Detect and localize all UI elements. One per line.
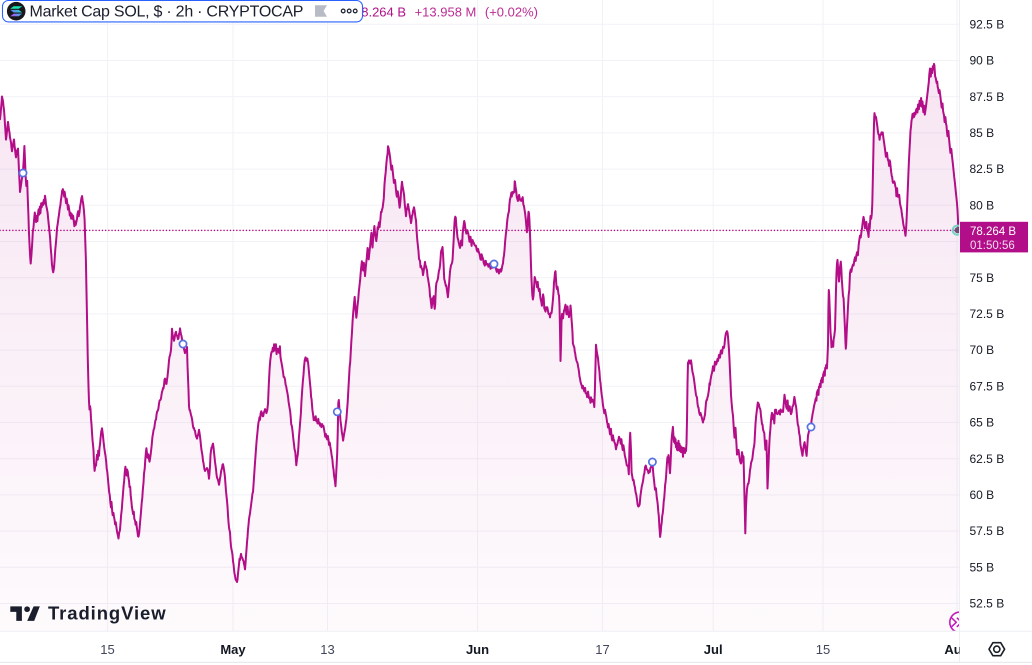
svg-text:60 B: 60 B: [970, 488, 995, 502]
svg-text:75 B: 75 B: [970, 271, 995, 285]
svg-text:85 B: 85 B: [970, 126, 995, 140]
svg-text:Market Cap SOL, $ · 2h · CRYPT: Market Cap SOL, $ · 2h · CRYPTOCAP: [30, 4, 304, 21]
svg-text:Aug: Aug: [944, 642, 969, 657]
svg-text:Jul: Jul: [704, 642, 723, 657]
svg-text:TradingView: TradingView: [48, 603, 167, 624]
svg-text:01:50:56: 01:50:56: [970, 240, 1015, 252]
svg-text:(+0.02%): (+0.02%): [485, 4, 538, 19]
svg-text:70 B: 70 B: [970, 343, 995, 357]
svg-text:17: 17: [595, 642, 609, 657]
svg-text:62.5 B: 62.5 B: [970, 452, 1005, 466]
svg-text:15: 15: [816, 642, 830, 657]
svg-text:78.264 B: 78.264 B: [354, 4, 406, 19]
svg-text:+13.958 M: +13.958 M: [415, 4, 477, 19]
svg-text:52.5 B: 52.5 B: [970, 597, 1005, 611]
svg-text:13: 13: [320, 642, 334, 657]
svg-text:78.264 B: 78.264 B: [970, 226, 1016, 238]
svg-text:67.5 B: 67.5 B: [970, 379, 1005, 393]
svg-text:15: 15: [100, 642, 114, 657]
svg-text:57.5 B: 57.5 B: [970, 524, 1005, 538]
svg-text:82.5 B: 82.5 B: [970, 162, 1005, 176]
svg-text:55 B: 55 B: [970, 560, 995, 574]
svg-text:92.5 B: 92.5 B: [970, 17, 1005, 31]
svg-text:May: May: [220, 642, 246, 657]
svg-text:90 B: 90 B: [970, 54, 995, 68]
svg-text:87.5 B: 87.5 B: [970, 90, 1005, 104]
svg-text:65 B: 65 B: [970, 416, 995, 430]
svg-text:80 B: 80 B: [970, 198, 995, 212]
svg-text:Jun: Jun: [466, 642, 489, 657]
svg-text:72.5 B: 72.5 B: [970, 307, 1005, 321]
